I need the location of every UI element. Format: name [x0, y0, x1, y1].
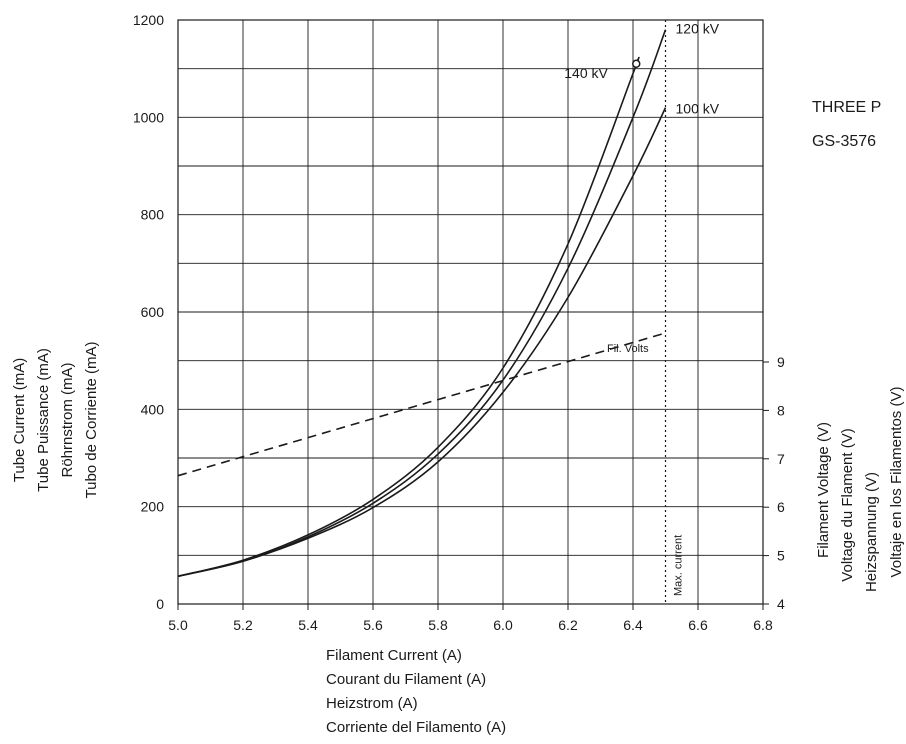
y-left-tick-label: 800	[141, 207, 165, 223]
y-left-tick-label: 200	[141, 499, 165, 515]
x-axis-label-line: Courant du Filament (A)	[326, 671, 486, 688]
y-left-tick-label: 1000	[133, 109, 164, 125]
x-axis-label-line: Corriente del Filamento (A)	[326, 719, 506, 736]
series-label-120-kv: 120 kV	[676, 21, 720, 37]
x-axis-label-line: Filament Current (A)	[326, 647, 462, 664]
y-right-axis-label-line: Filament Voltage (V)	[815, 422, 832, 558]
y-right-tick-label: 9	[777, 354, 785, 370]
x-tick-label: 5.2	[233, 617, 253, 633]
x-tick-label: 6.0	[493, 617, 513, 633]
series-line-fil-volts	[177, 332, 666, 477]
plot-frame	[177, 19, 764, 605]
x-tick-label: 5.0	[168, 617, 188, 633]
series-label-fil-volts: Fil. Volts	[607, 343, 649, 355]
x-tick-label: 5.8	[428, 617, 448, 633]
y-left-axis-label-line: Röhrnstrom (mA)	[59, 362, 76, 477]
side-text-line: GS-3576	[812, 133, 876, 150]
y-right-tick-label: 4	[777, 596, 785, 612]
y-left-axis-label-line: Tubo de Corriente (mA)	[83, 341, 100, 498]
y-right-tick-label: 8	[777, 402, 785, 418]
y-left-tick-label: 400	[141, 401, 165, 417]
series-layer: 140 kV 120 kV 100 kV Fil. Volts	[177, 21, 720, 578]
series-label-100-kv: 100 kV	[676, 101, 720, 117]
y-left-tick-label: 1200	[133, 12, 164, 28]
x-tick-label: 5.6	[363, 617, 383, 633]
y-right-axis-label-line: Voltaje en los Filamentos (V)	[888, 387, 905, 578]
series-label-140-kv: 140 kV	[564, 65, 608, 81]
y-left-tick-label: 0	[156, 596, 164, 612]
y-right-axis-label-line: Heizspannung (V)	[863, 472, 880, 592]
series-line-120-kv	[177, 29, 667, 578]
x-tick-label: 6.6	[688, 617, 708, 633]
x-tick-label: 6.4	[623, 617, 643, 633]
y-axis-right: 4 5 6 7 8 9	[763, 354, 785, 612]
y-right-tick-label: 7	[777, 451, 785, 467]
x-tick-label: 6.2	[558, 617, 578, 633]
y-right-tick-label: 6	[777, 499, 785, 515]
y-left-tick-label: 600	[141, 304, 165, 320]
series-line-100-kv	[177, 107, 667, 578]
x-axis: 5.0 5.2 5.4 5.6 5.8 6.0 6.2 6.4 6.6 6.8	[168, 604, 773, 633]
y-right-axis-label-line: Voltage du Flament (V)	[839, 428, 856, 581]
side-text-line: THREE P	[812, 99, 881, 116]
series-endpoint-140kv	[632, 59, 641, 69]
max-current-label: Max. current	[673, 535, 685, 596]
labels-layer: Max. current Filament Current (A) Courant …	[11, 20, 905, 736]
y-right-tick-label: 5	[777, 548, 785, 564]
x-tick-label: 5.4	[298, 617, 318, 633]
y-left-axis-label-line: Tube Puissance (mA)	[35, 348, 52, 492]
x-tick-label: 6.8	[753, 617, 773, 633]
series-line-140-kv	[177, 56, 640, 578]
y-left-axis-label-line: Tube Current (mA)	[11, 358, 28, 482]
x-axis-label-line: Heizstrom (A)	[326, 695, 418, 712]
y-axis-left: 0 200 400 600 800 1000 1200	[133, 12, 164, 612]
